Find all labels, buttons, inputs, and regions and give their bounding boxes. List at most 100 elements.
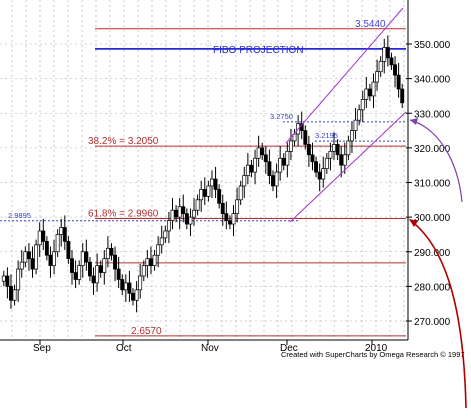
level-label: 2.6570 [131, 326, 162, 337]
candle-body [156, 244, 161, 256]
candle-body [271, 175, 275, 187]
candle-body [77, 265, 82, 280]
candle-body [393, 64, 397, 76]
y-tick-label: 290.000 [414, 248, 451, 259]
candle-body [66, 241, 71, 260]
candle-body [163, 230, 168, 239]
candle-body [91, 275, 96, 284]
candle-body [227, 220, 232, 225]
candle-body [41, 230, 46, 242]
candle-body [127, 282, 132, 294]
candle-body [256, 147, 261, 159]
candle-body [360, 99, 365, 111]
y-tick-label: 270.000 [414, 317, 451, 328]
red-arrowhead [409, 219, 418, 227]
candle-body [30, 258, 35, 270]
level-label: 3.5440 [355, 19, 386, 30]
candle-body [105, 247, 110, 260]
candle-body [166, 220, 171, 232]
candle-body [292, 133, 297, 142]
level-label: FIBO PROJECTION [213, 45, 304, 56]
candle-body [102, 258, 107, 273]
candle-body [206, 185, 211, 197]
candle-body [364, 88, 369, 100]
candle-body [184, 213, 189, 225]
candle-body [400, 88, 405, 104]
credit-text: Created with SuperCharts by Omega Resear… [281, 350, 465, 359]
candle-body [152, 254, 157, 266]
candle-body [285, 150, 290, 166]
candle-body [346, 140, 351, 156]
candle-body [317, 171, 322, 180]
candle-body [84, 251, 89, 263]
candle-body [138, 275, 143, 291]
x-tick-label: Nov [201, 343, 219, 354]
candle-body [342, 154, 347, 166]
y-tick-label: 340.000 [414, 75, 451, 86]
candle-body [109, 247, 114, 256]
candle-body [149, 258, 153, 266]
candle-body [260, 147, 265, 156]
candle-body [116, 268, 121, 280]
candle-body [274, 171, 279, 187]
candle-body [170, 209, 175, 221]
candle-body [335, 144, 340, 156]
candle-body [95, 265, 100, 284]
candle-body [328, 150, 333, 159]
candle-body [62, 227, 67, 242]
candle-body [339, 154, 344, 166]
candle-body [19, 261, 24, 270]
level-label: 61.8% = 2.9960 [88, 209, 159, 220]
candle-body [382, 47, 387, 62]
candle-body [70, 258, 74, 273]
candle-body [59, 227, 64, 235]
candle-body [141, 265, 146, 277]
candle-body [306, 144, 311, 156]
candle-body [202, 189, 207, 197]
levels [0, 28, 406, 337]
purple-arrowhead [410, 118, 418, 125]
candles [1, 35, 405, 313]
candle-body [324, 157, 329, 169]
x-tick-label: 2010 [365, 343, 388, 354]
candle-body [5, 275, 10, 287]
candle-body [177, 206, 182, 218]
candle-body [134, 289, 139, 301]
candle-body [367, 88, 372, 97]
candle-body [195, 199, 200, 211]
level-label: 38.2% = 3.2050 [88, 136, 159, 147]
candle-body [52, 251, 56, 266]
candle-body [120, 279, 125, 291]
candle-body [321, 168, 326, 180]
candle-body [80, 251, 85, 266]
candle-body [113, 254, 118, 270]
candle-body [26, 251, 31, 260]
candle-body [281, 157, 286, 166]
candle-body [188, 216, 193, 225]
candle-body [310, 154, 315, 163]
dotted-level-label: 3.2195 [315, 131, 338, 140]
candle-body [378, 60, 383, 73]
candle-body [159, 237, 164, 246]
x-tick-label: Oct [116, 343, 132, 354]
candle-body [375, 71, 380, 83]
channel [285, 7, 407, 223]
candle-body [181, 206, 186, 215]
candle-body [314, 161, 319, 173]
y-tick-label: 330.000 [414, 109, 451, 120]
y-tick-label: 320.000 [414, 144, 451, 155]
candle-body [385, 47, 390, 59]
labels: 270.000 280.000 290.000 300.000 310.000 320.0… [8, 19, 451, 354]
candle-body [396, 74, 401, 90]
candle-body [278, 157, 283, 173]
candle-body [245, 164, 250, 176]
candle-body [9, 286, 13, 301]
candle-body [238, 185, 243, 201]
candle-body [220, 202, 225, 215]
candle-body [303, 130, 308, 145]
candle-body [174, 209, 179, 218]
candle-body [37, 230, 42, 246]
candle-body [131, 292, 135, 301]
